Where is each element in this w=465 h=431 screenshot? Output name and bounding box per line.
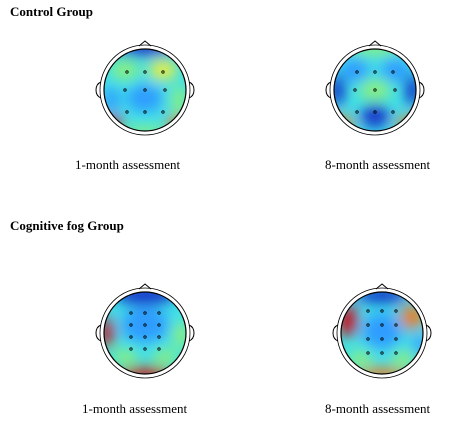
topomap-cogfog-1month (95, 283, 195, 379)
caption-cogfog-8month: 8-month assessment (325, 401, 431, 416)
topomap-control-8month (325, 40, 425, 136)
cognitive-fog-group-title: Cognitive fog Group (10, 218, 124, 233)
control-group-title: Control Group (10, 4, 93, 19)
caption-control-8month: 8-month assessment (325, 157, 431, 172)
caption-cogfog-1month: 1-month assessment (82, 401, 188, 416)
caption-control-1month: 1-month assessment (75, 157, 181, 172)
topomap-control-1month (95, 40, 195, 136)
topomap-cogfog-8month (332, 283, 432, 379)
